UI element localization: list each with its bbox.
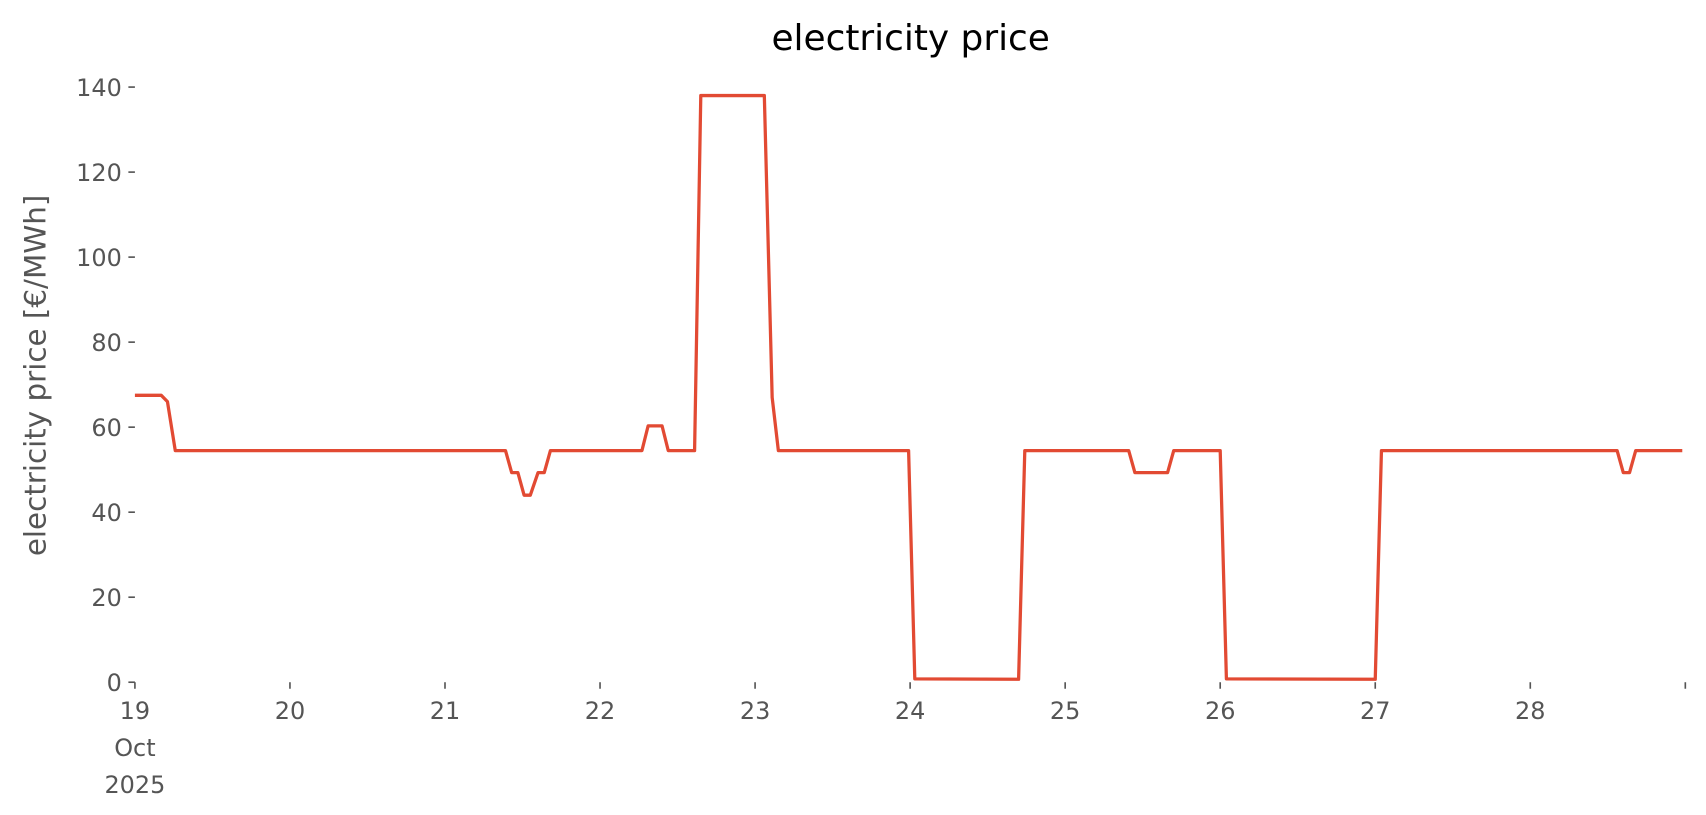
chart-title: electricity price xyxy=(771,18,1049,59)
x-tick-label: 26 xyxy=(1205,697,1235,725)
y-tick-label: 80 xyxy=(91,329,121,357)
x-tick-label: 27 xyxy=(1360,697,1390,725)
y-axis-label: electricity price [€/MWh] xyxy=(19,195,53,557)
x-tick-label: 23 xyxy=(740,697,770,725)
x-tick-label: 22 xyxy=(585,697,615,725)
x-tick-label: 19 Oct 2025 xyxy=(104,697,165,799)
y-tick-label: 40 xyxy=(91,499,121,527)
y-tick-label: 0 xyxy=(107,669,122,697)
x-tick-label: 24 xyxy=(895,697,925,725)
y-tick-label: 100 xyxy=(76,244,122,272)
x-tick-label: 28 xyxy=(1515,697,1545,725)
y-tick-label: 60 xyxy=(91,414,121,442)
y-tick-label: 140 xyxy=(76,74,122,102)
price-line xyxy=(134,93,1683,681)
x-tick-label: 21 xyxy=(430,697,460,725)
x-tick-label: 20 xyxy=(275,697,305,725)
x-tick-label: 25 xyxy=(1050,697,1080,725)
y-tick-label: 20 xyxy=(91,584,121,612)
y-tick-label: 120 xyxy=(76,159,122,187)
